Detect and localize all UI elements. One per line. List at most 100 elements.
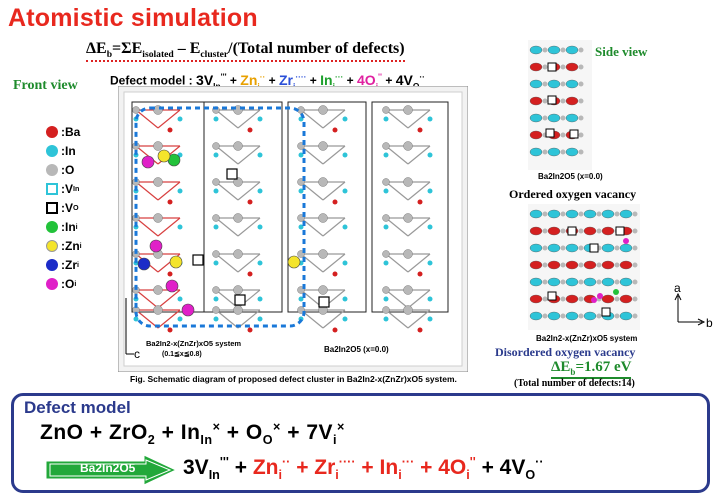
defect-model-line: Defect model : 3VIn''' + Zni·· + Zri····…	[110, 71, 425, 91]
indium-atom	[529, 147, 543, 157]
indium-atom	[529, 79, 543, 89]
barium-atom	[417, 127, 423, 133]
figure-caption: Fig. Schematic diagram of proposed defec…	[130, 374, 457, 384]
axis-c-label: c	[134, 347, 140, 361]
indium-atom	[383, 152, 389, 158]
oxygen-atom	[596, 228, 602, 234]
oxygen-atom	[153, 177, 163, 187]
oxygen-atom	[632, 313, 638, 319]
indium-atom	[601, 209, 615, 219]
oxygen-atom	[382, 142, 390, 150]
indium-atom	[427, 224, 433, 230]
oxygen-atom	[560, 115, 566, 121]
indium-atom	[383, 116, 389, 122]
barium-atom	[601, 294, 615, 304]
oxygen-atom	[382, 178, 390, 186]
legend-item-ba: :Ba	[46, 122, 116, 141]
legend-item-o-i: :O i	[46, 274, 116, 293]
side-bottom-label: Ba2In2-x(ZnZr)xO5 system	[536, 334, 638, 343]
oxygen-atom	[318, 177, 328, 187]
indium-atom	[583, 209, 597, 219]
oxygen-atom	[614, 313, 620, 319]
indium-atom	[529, 45, 543, 55]
front-view-label: Front view	[13, 78, 78, 93]
interstitial-atom	[165, 279, 179, 293]
indium-atom	[619, 277, 633, 287]
front-view-structure: a c Ba2In2-x(ZnZr)xO5 system (0.1≦x≦0.8)…	[118, 86, 468, 372]
indium-atom	[427, 188, 433, 194]
indium-atom	[298, 224, 304, 230]
oxygen-atom	[153, 285, 163, 295]
oxygen-atom	[632, 245, 638, 251]
right-cell-label: Ba2In2O5 (x=0.0)	[324, 345, 389, 354]
oxygen-atom	[318, 285, 328, 295]
oxygen-atom	[542, 262, 548, 268]
indium-atom	[298, 188, 304, 194]
indium-atom	[177, 224, 183, 230]
oxygen-atom	[403, 305, 413, 315]
oxygen-atom	[212, 286, 220, 294]
defect-cluster-outline	[134, 106, 306, 328]
indium-atom	[619, 311, 633, 321]
oxygen-atom	[632, 211, 638, 217]
oxygen-atom	[578, 245, 584, 251]
oxygen-atom	[233, 249, 243, 259]
oxygen-atom	[596, 279, 602, 285]
atom-legend: :Ba :In :O :V In :V O :In i :Zn i :Zr i :O i	[46, 122, 116, 293]
indium-atom	[213, 316, 219, 322]
side-axis-a: a	[674, 281, 681, 295]
oxygen-atom	[614, 211, 620, 217]
indium-atom	[383, 260, 389, 266]
barium-atom	[332, 271, 338, 277]
page-title: Atomistic simulation	[8, 4, 258, 32]
barium-atom	[332, 127, 338, 133]
oxygen-atom	[596, 262, 602, 268]
oxygen-atom	[382, 306, 390, 314]
indium-atom	[213, 296, 219, 302]
oxygen-atom	[542, 279, 548, 285]
barium-atom	[417, 199, 423, 205]
oxygen-atom	[560, 81, 566, 87]
indium-atom	[342, 296, 348, 302]
barium-atom	[619, 294, 633, 304]
zr-interstitial-icon	[46, 258, 58, 271]
oxygen-atom	[212, 306, 220, 314]
indium-atom	[565, 147, 579, 157]
barium-atom	[332, 327, 338, 333]
oxygen-atom	[212, 250, 220, 258]
oxygen-atom	[542, 211, 548, 217]
oxygen-atom	[632, 279, 638, 285]
barium-atom	[547, 260, 561, 270]
indium-atom	[547, 311, 561, 321]
indium-atom	[547, 79, 561, 89]
indium-atom	[177, 116, 183, 122]
side-view-disordered-structure	[528, 204, 640, 330]
barium-atom	[417, 271, 423, 277]
interstitial-atom	[157, 149, 171, 163]
oxygen-atom	[560, 132, 566, 138]
vacancy-marker	[226, 168, 238, 180]
oxygen-atom	[542, 98, 548, 104]
indium-atom	[565, 311, 579, 321]
oxygen-atom	[614, 296, 620, 302]
indium-atom	[177, 316, 183, 322]
oxygen-atom	[560, 228, 566, 234]
barium-atom	[247, 271, 253, 277]
oxygen-atom	[212, 142, 220, 150]
barium-atom	[417, 327, 423, 333]
oxygen-atom	[403, 285, 413, 295]
barium-atom	[247, 327, 253, 333]
oxygen-atom	[153, 141, 163, 151]
barium-atom	[547, 226, 561, 236]
indium-atom	[565, 209, 579, 219]
barium-atom	[167, 327, 173, 333]
oxygen-atom	[542, 115, 548, 121]
interstitial-atom	[613, 289, 619, 295]
oxygen-atom	[614, 245, 620, 251]
left-cell-label: Ba2In2-x(ZnZr)xO5 system	[146, 339, 241, 348]
indium-atom	[257, 296, 263, 302]
oxygen-atom	[542, 149, 548, 155]
vacancy-marker	[545, 128, 555, 138]
indium-atom	[427, 296, 433, 302]
disordered-vacancy-label: Disordered oxygen vacancy	[495, 345, 636, 359]
